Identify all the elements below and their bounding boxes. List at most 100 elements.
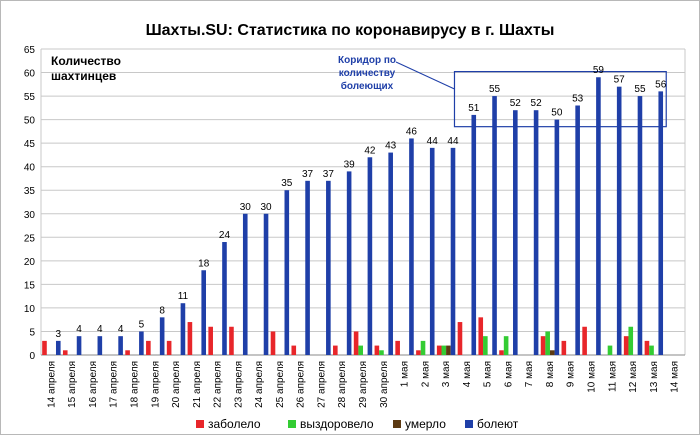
- grid-lines: [40, 48, 686, 356]
- legend-label: выздоровело: [300, 417, 374, 431]
- legend-swatch: [288, 420, 296, 428]
- legend: заболело выздоровело умерло болеют: [196, 417, 519, 431]
- x-tick-label: 23 апреля: [233, 361, 244, 408]
- data-label: 4: [76, 324, 82, 335]
- legend-label: умерло: [405, 417, 446, 431]
- x-tick-label: 29 апреля: [358, 361, 369, 408]
- data-label: 11: [178, 291, 189, 302]
- y-tick-label: 55: [24, 92, 36, 103]
- x-tick-label: 8 мая: [545, 361, 556, 387]
- bar-болеют: [139, 331, 144, 355]
- data-label: 52: [510, 98, 522, 109]
- x-tick-label: 5 мая: [483, 361, 494, 387]
- data-label: 42: [364, 145, 376, 156]
- data-label: 51: [468, 103, 480, 114]
- bar-заболело: [582, 326, 587, 355]
- bar-заболело: [561, 340, 567, 355]
- y-tick-label: 65: [24, 45, 36, 56]
- bar-болеют: [118, 336, 123, 355]
- data-label: 37: [323, 169, 335, 180]
- x-tick-label: 17 апреля: [109, 361, 120, 408]
- y-tick-label: 20: [24, 257, 36, 268]
- x-tick-label: 6 мая: [503, 361, 514, 387]
- bar-болеют: [55, 340, 61, 355]
- corridor-pointer-line: [395, 61, 455, 90]
- x-tick-label: 11 мая: [607, 361, 618, 392]
- data-label: 3: [56, 329, 62, 340]
- bar-выздоровело: [545, 331, 550, 355]
- bar-болеют: [201, 270, 207, 355]
- bar-болеют: [658, 91, 664, 355]
- data-label: 53: [572, 93, 584, 104]
- corridor-annotation-text: болеющих: [341, 80, 394, 92]
- x-tick-label: 19 апреля: [150, 361, 161, 408]
- bar-заболело: [125, 350, 130, 355]
- bar-заболело: [42, 340, 47, 355]
- bar-заболело: [457, 322, 463, 355]
- x-tick-label: 28 апреля: [337, 361, 348, 408]
- data-label: 55: [489, 84, 501, 95]
- x-tick-label: 18 апреля: [129, 361, 140, 408]
- bar-заболело: [166, 340, 172, 355]
- data-label: 24: [219, 230, 231, 241]
- x-tick-label: 15 апреля: [67, 361, 78, 408]
- data-label: 46: [406, 126, 418, 137]
- bar-заболело: [478, 317, 484, 355]
- y-tick-label: 15: [24, 280, 36, 291]
- bar-болеют: [596, 77, 601, 355]
- x-tick-label: 22 апреля: [213, 361, 224, 408]
- legend-swatch: [465, 420, 473, 428]
- data-label: 57: [614, 75, 626, 86]
- x-tick-label: 9 мая: [566, 361, 577, 387]
- x-tick-label: 14 апреля: [46, 361, 57, 408]
- bar-заболело: [416, 350, 421, 355]
- data-label: 44: [447, 136, 459, 147]
- bar-заболело: [540, 336, 546, 355]
- data-label: 44: [427, 136, 439, 147]
- x-tick-label: 2 мая: [420, 361, 431, 387]
- bar-заболело: [62, 350, 68, 355]
- bar-умерло: [549, 350, 555, 355]
- data-label: 5: [139, 319, 145, 330]
- corridor-annotation-text: количеству: [339, 68, 396, 79]
- bar-заболело: [374, 345, 380, 355]
- x-tick-label: 10 мая: [587, 361, 598, 393]
- bars: [42, 77, 664, 356]
- legend-label: болеют: [477, 417, 519, 431]
- bar-заболело: [333, 345, 338, 355]
- bar-болеют: [637, 96, 643, 356]
- bar-болеют: [429, 147, 435, 355]
- y-tick-label: 50: [24, 116, 36, 127]
- bar-выздоровело: [379, 350, 384, 355]
- bar-выздоровело: [483, 336, 488, 355]
- bar-выздоровело: [628, 326, 634, 355]
- bar-болеют: [367, 157, 373, 355]
- x-tick-label: 27 апреля: [316, 361, 327, 408]
- x-tick-label: 21 апреля: [192, 361, 203, 408]
- x-tick-label: 1 мая: [400, 361, 411, 387]
- bar-заболело: [436, 345, 442, 355]
- chart-title: Шахты.SU: Статистика по коронавирусу в г…: [146, 22, 555, 39]
- x-tick-label: 4 мая: [462, 361, 473, 387]
- y-tick-label: 30: [24, 210, 36, 221]
- bar-болеют: [346, 171, 352, 355]
- x-tick-labels: 14 апреля 15 апреля 16 апреля 17 апреля 18 а…: [46, 361, 680, 408]
- data-label: 52: [531, 98, 543, 109]
- bar-заболело: [146, 340, 151, 355]
- bar-заболело: [499, 350, 504, 355]
- x-tick-label: 24 апреля: [254, 361, 265, 408]
- bar-болеют: [492, 96, 497, 356]
- data-label: 18: [198, 258, 210, 269]
- bar-болеют: [388, 152, 393, 355]
- bar-болеют: [222, 242, 227, 355]
- x-tick-label: 26 апреля: [296, 361, 307, 408]
- bar-выздоровело: [503, 336, 509, 355]
- data-label: 59: [593, 65, 605, 76]
- data-label: 35: [281, 178, 293, 189]
- bar-заболело: [229, 326, 234, 355]
- bar-болеют: [76, 336, 82, 355]
- x-tick-label: 7 мая: [524, 361, 535, 387]
- data-label: 55: [634, 84, 646, 95]
- y-tick-label: 25: [24, 233, 36, 244]
